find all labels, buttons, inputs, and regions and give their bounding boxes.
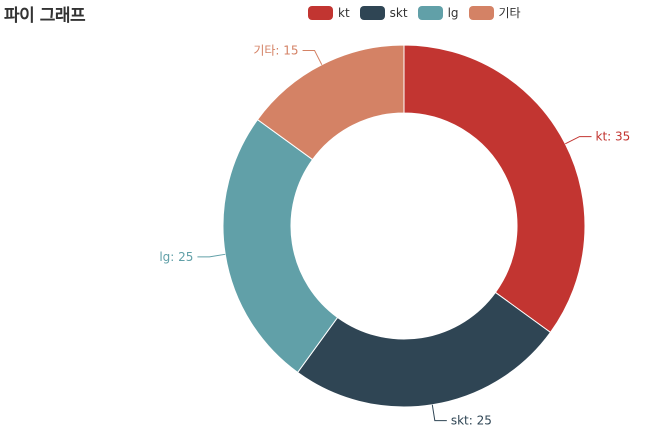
legend-label-other: 기타 (498, 6, 521, 20)
label-line-kt (565, 136, 592, 145)
legend-swatch-other (468, 5, 494, 20)
legend-swatch-kt (308, 5, 333, 20)
label-line-lg (197, 253, 226, 258)
legend-label-lg: lg (447, 5, 459, 20)
legend-swatch-lg (417, 5, 443, 20)
legend: kt skt lg 기타 (308, 4, 521, 21)
legend-label-kt: kt (338, 5, 350, 20)
legend-swatch-skt (359, 5, 385, 20)
label-line-other (302, 49, 323, 65)
slice-label-other: 기타: 15 (253, 43, 298, 57)
pie-slice-lg[interactable] (222, 118, 339, 374)
chart-title: 파이 그래프 (4, 6, 86, 26)
legend-item-kt[interactable]: kt (308, 5, 350, 20)
slice-label-skt: skt: 25 (451, 414, 492, 428)
slice-label-lg: lg: 25 (159, 250, 193, 264)
legend-item-skt[interactable]: skt (359, 5, 408, 20)
slice-label-kt: kt: 35 (596, 130, 631, 144)
legend-item-lg[interactable]: lg (417, 5, 459, 20)
label-line-skt (431, 404, 447, 422)
legend-label-skt: skt (389, 5, 408, 20)
pie-slice-kt[interactable] (403, 44, 586, 334)
legend-item-other[interactable]: 기타 (468, 4, 521, 21)
pie-slice-skt[interactable] (296, 291, 552, 408)
pie-slice-other[interactable] (256, 44, 405, 161)
